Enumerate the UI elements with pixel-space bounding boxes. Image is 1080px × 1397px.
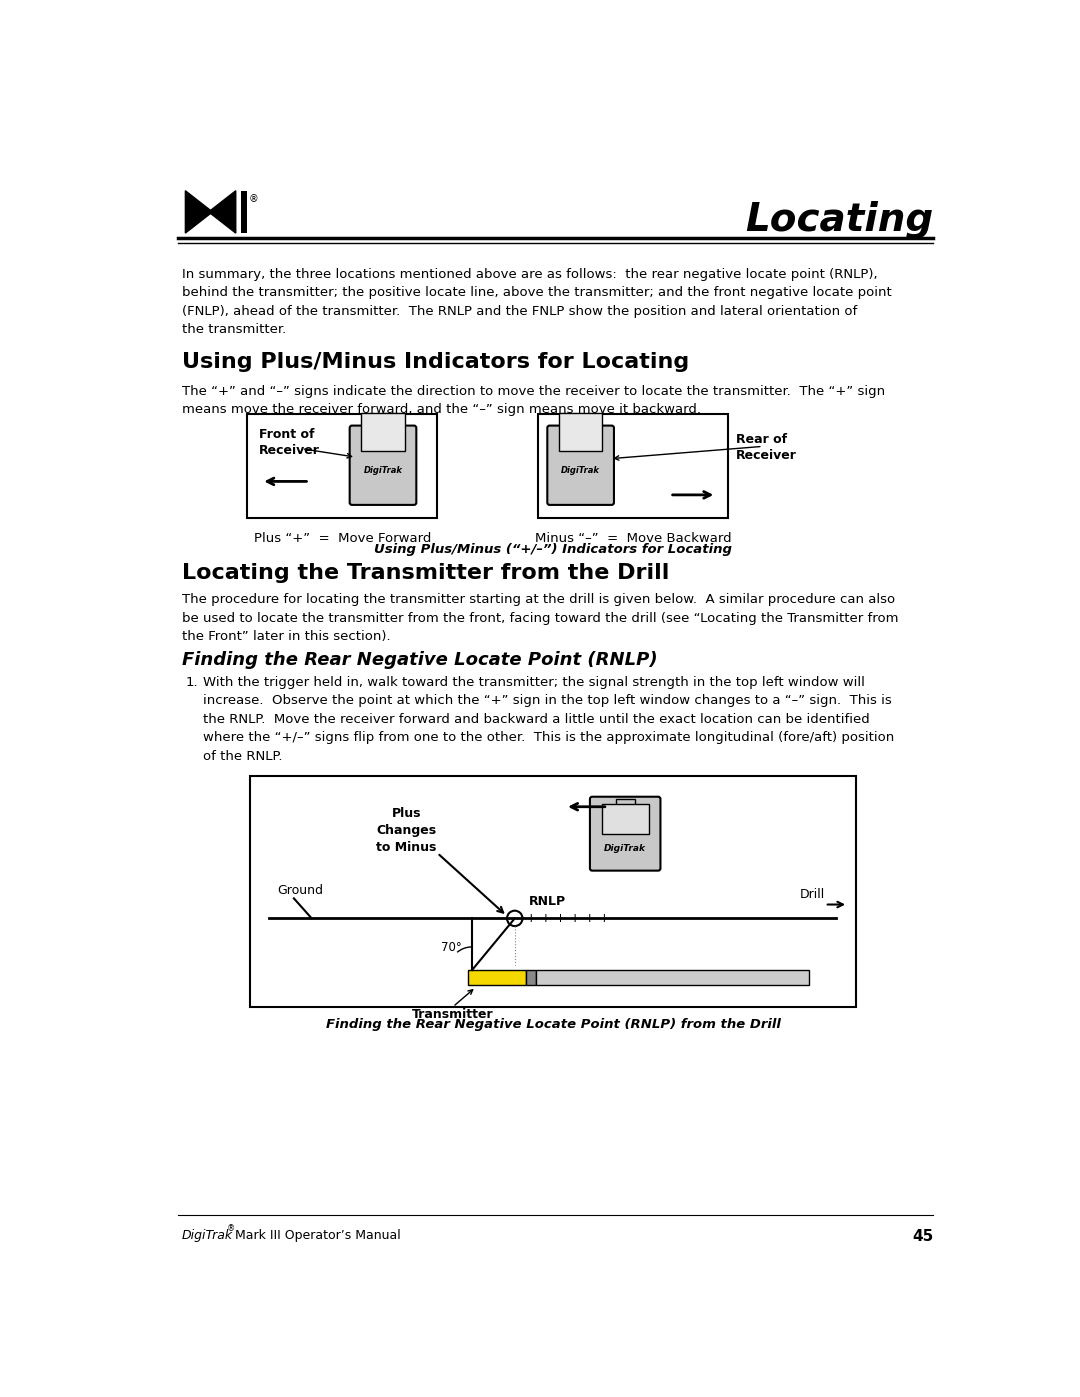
Text: Rear of
Receiver: Rear of Receiver [735, 433, 797, 462]
Text: Minus “–”  =  Move Backward: Minus “–” = Move Backward [535, 532, 731, 545]
Text: + + + + + +: + + + + + + [526, 912, 610, 925]
Text: RNLP: RNLP [529, 895, 566, 908]
Bar [559, 414, 603, 451]
Text: Finding the Rear Negative Locate Point (RNLP): Finding the Rear Negative Locate Point (… [181, 651, 657, 669]
Text: Locating the Transmitter from the Drill: Locating the Transmitter from the Drill [181, 563, 669, 583]
Text: Ground: Ground [276, 884, 323, 897]
Bar [469, 970, 526, 985]
Bar [249, 775, 855, 1007]
Text: In summary, the three locations mentioned above are as follows:  the rear negati: In summary, the three locations mentione… [181, 268, 891, 337]
Polygon shape [208, 191, 235, 233]
Text: ®: ® [248, 194, 259, 204]
Bar [536, 970, 809, 985]
Text: DigiTrak: DigiTrak [364, 465, 403, 475]
Text: The procedure for locating the transmitter starting at the drill is given below.: The procedure for locating the transmitt… [181, 594, 897, 644]
Bar [526, 970, 536, 985]
Text: Transmitter: Transmitter [411, 1009, 494, 1021]
Text: 45: 45 [912, 1229, 933, 1243]
Text: –: – [511, 914, 515, 923]
Text: With the trigger held in, walk toward the transmitter; the signal strength in th: With the trigger held in, walk toward th… [203, 676, 894, 763]
FancyBboxPatch shape [590, 796, 661, 870]
Text: Plus “+”  =  Move Forward: Plus “+” = Move Forward [254, 532, 431, 545]
Text: DigiTrak: DigiTrak [562, 465, 600, 475]
Text: Finding the Rear Negative Locate Point (RNLP) from the Drill: Finding the Rear Negative Locate Point (… [326, 1018, 781, 1031]
Text: Locating: Locating [745, 201, 933, 239]
Text: DigiTrak: DigiTrak [181, 1229, 232, 1242]
Bar [538, 414, 728, 518]
Bar [373, 426, 394, 441]
Text: ®: ® [227, 1224, 234, 1234]
Bar [362, 414, 405, 451]
Bar [247, 414, 437, 518]
Polygon shape [186, 191, 213, 233]
Text: Plus
Changes
to Minus: Plus Changes to Minus [376, 806, 436, 854]
Text: Mark III Operator’s Manual: Mark III Operator’s Manual [231, 1229, 401, 1242]
Text: The “+” and “–” signs indicate the direction to move the receiver to locate the : The “+” and “–” signs indicate the direc… [181, 384, 885, 416]
Text: DigiTrak: DigiTrak [604, 844, 646, 852]
Text: Using Plus/Minus Indicators for Locating: Using Plus/Minus Indicators for Locating [181, 352, 689, 373]
Text: Front of
Receiver: Front of Receiver [259, 427, 320, 457]
Text: Using Plus/Minus (“+/–”) Indicators for Locating: Using Plus/Minus (“+/–”) Indicators for … [375, 543, 732, 556]
FancyBboxPatch shape [350, 426, 416, 504]
Text: 70°: 70° [441, 940, 462, 954]
Text: Drill: Drill [799, 888, 825, 901]
Bar [616, 799, 635, 816]
Text: 1.: 1. [186, 676, 198, 689]
Bar [241, 191, 247, 233]
Bar [570, 426, 592, 441]
FancyBboxPatch shape [548, 426, 613, 504]
Bar [602, 805, 649, 834]
